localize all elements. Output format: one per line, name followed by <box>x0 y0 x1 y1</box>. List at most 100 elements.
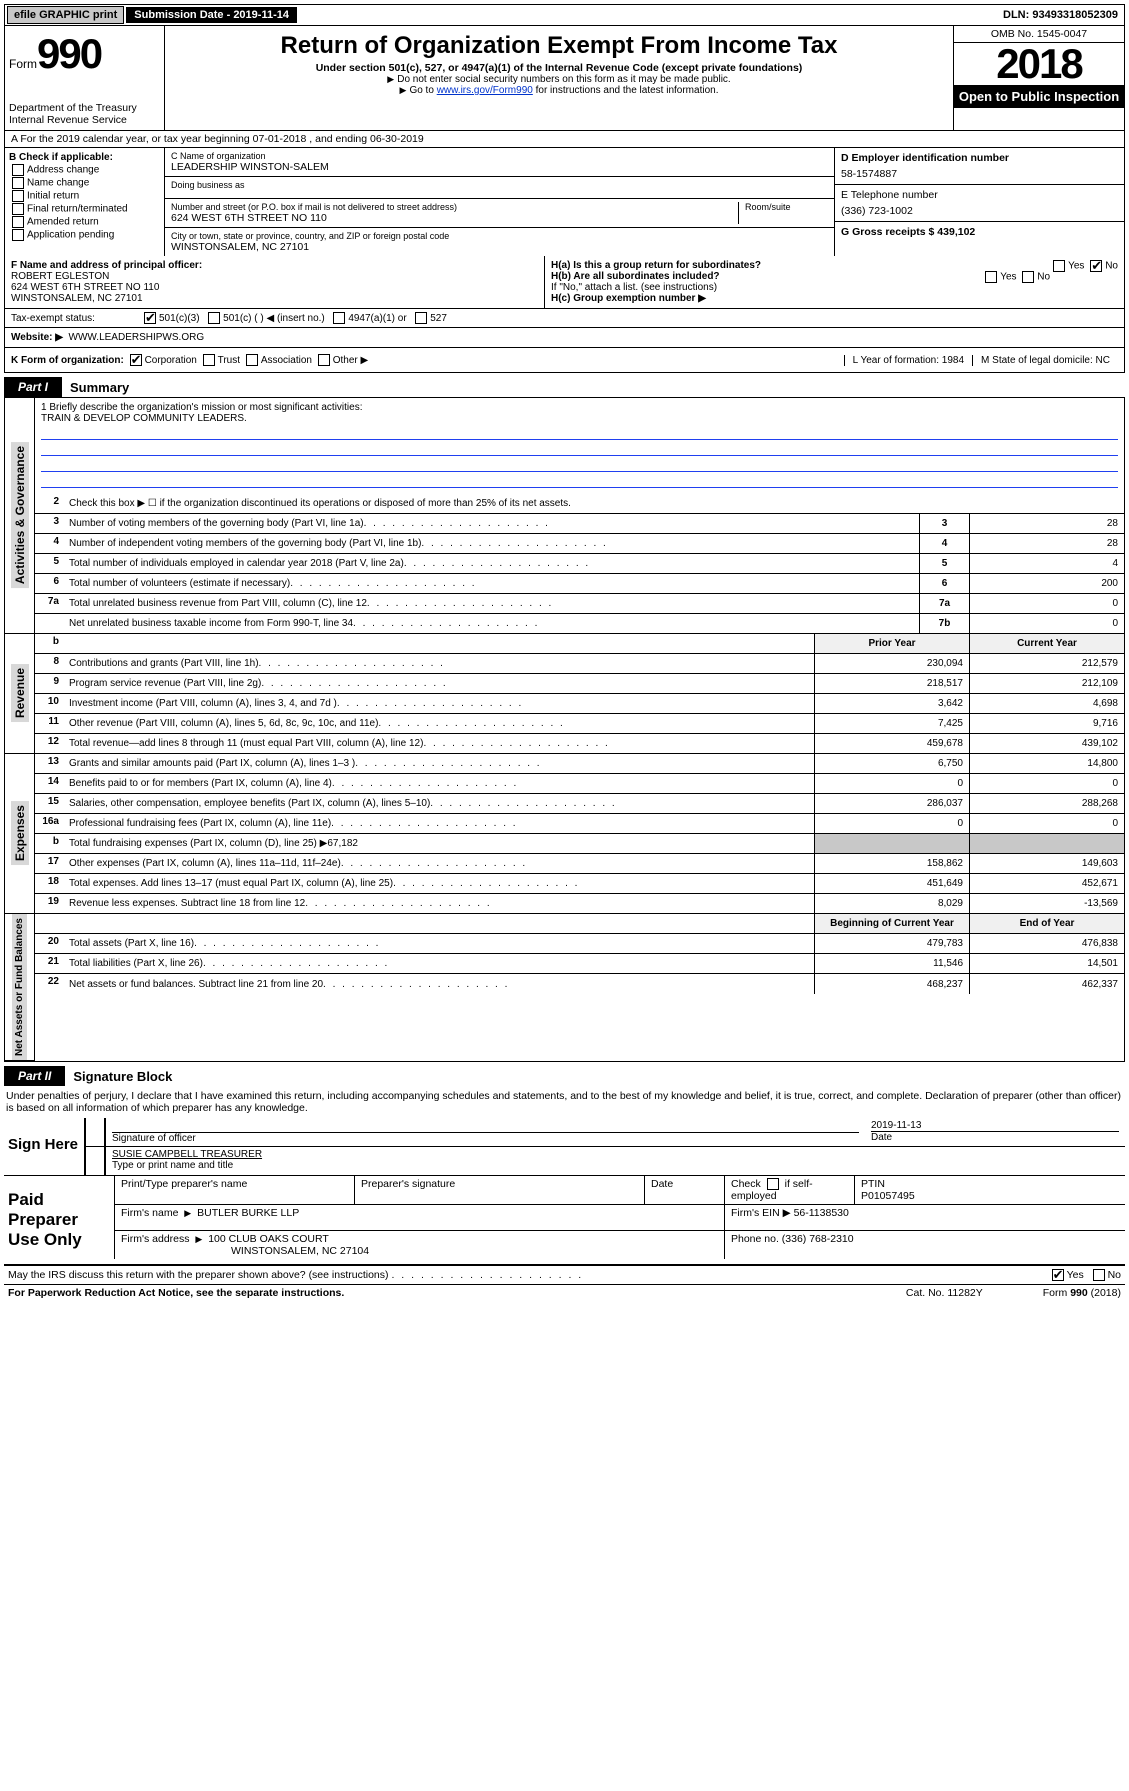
efile-button[interactable]: efile GRAPHIC print <box>7 6 124 24</box>
row-tax-exempt: Tax-exempt status: 501(c)(3) 501(c) ( ) … <box>4 309 1125 328</box>
lbl-city: City or town, state or province, country… <box>171 231 828 241</box>
sig-date: 2019-11-13 <box>871 1120 1119 1131</box>
dept-treasury: Department of the Treasury <box>9 102 160 114</box>
chk-application-pending[interactable]: Application pending <box>9 229 160 241</box>
vlabel-governance: Activities & Governance <box>11 442 29 588</box>
goto-note: Go to www.irs.gov/Form990 for instructio… <box>169 85 949 96</box>
section-governance: Activities & Governance 1 Briefly descri… <box>4 397 1125 634</box>
exp-line-b: Total fundraising expenses (Part IX, col… <box>65 834 814 853</box>
sign-block: Sign Here Signature of officer 2019-11-1… <box>4 1118 1125 1176</box>
gov-val-5: 4 <box>969 554 1124 573</box>
org-name: LEADERSHIP WINSTON-SALEM <box>171 161 828 173</box>
gov-line-7a: Total unrelated business revenue from Pa… <box>65 594 919 613</box>
firm-ein: Firm's EIN ▶ 56-1138530 <box>725 1205 1125 1230</box>
exp-prior-13: 6,750 <box>814 754 969 773</box>
opt-trust: Trust <box>218 355 240 366</box>
discuss-row: May the IRS discuss this return with the… <box>4 1266 1125 1284</box>
sig-officer-lbl: Signature of officer <box>112 1132 859 1144</box>
lbl-tax-status: Tax-exempt status: <box>11 313 141 324</box>
gov-line-7b: Net unrelated business taxable income fr… <box>65 614 919 633</box>
exp-curr-b <box>969 834 1124 853</box>
lbl-phone: E Telephone number <box>841 189 1118 201</box>
rev-curr-12: 439,102 <box>969 734 1124 753</box>
row-a-taxyear: A For the 2019 calendar year, or tax yea… <box>4 131 1125 148</box>
ssn-note: Do not enter social security numbers on … <box>169 74 949 85</box>
gov-val-3: 28 <box>969 514 1124 533</box>
rev-prior-12: 459,678 <box>814 734 969 753</box>
chk-trust[interactable] <box>203 354 215 366</box>
gov-val-4: 28 <box>969 534 1124 553</box>
discuss-yes[interactable] <box>1052 1269 1064 1281</box>
chk-other[interactable] <box>318 354 330 366</box>
part2-title: Signature Block <box>73 1069 172 1084</box>
chk-name-change[interactable]: Name change <box>9 177 160 189</box>
part1-tag: Part I <box>4 377 62 397</box>
firm-addr2: WINSTONSALEM, NC 27104 <box>121 1245 718 1257</box>
part2-tag: Part II <box>4 1066 65 1086</box>
net-line-22: Net assets or fund balances. Subtract li… <box>65 974 814 994</box>
chk-final-return[interactable]: Final return/terminated <box>9 203 160 215</box>
h-b2: If "No," attach a list. (see instruction… <box>551 282 1118 293</box>
chk-501c[interactable] <box>208 312 220 324</box>
discuss-no[interactable] <box>1093 1269 1105 1281</box>
tax-year: 2018 <box>954 43 1124 85</box>
part1-header: Part I Summary <box>4 377 1125 397</box>
vlabel-expenses: Expenses <box>11 801 29 865</box>
lbl-org-name: C Name of organization <box>171 151 828 161</box>
firm-name: BUTLER BURKE LLP <box>197 1207 299 1219</box>
goto-post: for instructions and the latest informat… <box>533 85 719 96</box>
mission-text: TRAIN & DEVELOP COMMUNITY LEADERS. <box>41 413 1118 424</box>
row-k: K Form of organization: Corporation Trus… <box>4 348 1125 373</box>
chk-527[interactable] <box>415 312 427 324</box>
form-990: 990 <box>37 30 101 77</box>
chk-4947[interactable] <box>333 312 345 324</box>
gov-val-7a: 0 <box>969 594 1124 613</box>
chk-assoc[interactable] <box>246 354 258 366</box>
col-prior: Prior Year <box>814 634 969 653</box>
opt-501c3: 501(c)(3) <box>159 313 200 324</box>
lbl-street: Number and street (or P.O. box if mail i… <box>171 202 738 212</box>
page-footer: For Paperwork Reduction Act Notice, see … <box>4 1284 1125 1301</box>
opt-assoc: Association <box>261 355 312 366</box>
rev-prior-11: 7,425 <box>814 714 969 733</box>
chk-address-change[interactable]: Address change <box>9 164 160 176</box>
vlabel-netassets: Net Assets or Fund Balances <box>12 914 27 1060</box>
rev-curr-11: 9,716 <box>969 714 1124 733</box>
chk-corp[interactable] <box>130 354 142 366</box>
h-b: H(b) Are all subordinates included? Yes … <box>551 271 1118 282</box>
net-prior-21: 11,546 <box>814 954 969 973</box>
preparer-date-lbl: Date <box>645 1176 725 1204</box>
city-state-zip: WINSTONSALEM, NC 27101 <box>171 241 828 253</box>
chk-initial-return[interactable]: Initial return <box>9 190 160 202</box>
exp-line-19: Revenue less expenses. Subtract line 18 … <box>65 894 814 913</box>
rev-line-12: Total revenue—add lines 8 through 11 (mu… <box>65 734 814 753</box>
form990-link[interactable]: www.irs.gov/Form990 <box>437 85 533 96</box>
gov-line-3: Number of voting members of the governin… <box>65 514 919 533</box>
net-prior-22: 468,237 <box>814 974 969 994</box>
part1-title: Summary <box>70 380 129 395</box>
chk-501c3[interactable] <box>144 312 156 324</box>
chk-amended[interactable]: Amended return <box>9 216 160 228</box>
preparer-name-lbl: Print/Type preparer's name <box>115 1176 355 1204</box>
rev-curr-8: 212,579 <box>969 654 1124 673</box>
gov-val-7b: 0 <box>969 614 1124 633</box>
row-website: Website: ▶ WWW.LEADERSHIPWS.ORG <box>4 328 1125 348</box>
submission-date: Submission Date - 2019-11-14 <box>126 7 297 23</box>
net-line-20: Total assets (Part X, line 16) <box>65 934 814 953</box>
exp-line-13: Grants and similar amounts paid (Part IX… <box>65 754 814 773</box>
net-curr-21: 14,501 <box>969 954 1124 973</box>
part2-header: Part II Signature Block <box>4 1066 1125 1086</box>
opt-other: Other ▶ <box>333 355 368 366</box>
form-prefix: Form <box>9 57 37 71</box>
rev-line-10: Investment income (Part VIII, column (A)… <box>65 694 814 713</box>
paperwork-notice: For Paperwork Reduction Act Notice, see … <box>8 1287 344 1299</box>
rev-curr-9: 212,109 <box>969 674 1124 693</box>
lbl-suite: Room/suite <box>745 202 828 212</box>
lbl-website: Website: ▶ <box>11 332 63 343</box>
firm-addr-lbl: Firm's address <box>121 1233 190 1245</box>
rev-line-8: Contributions and grants (Part VIII, lin… <box>65 654 814 673</box>
exp-line-15: Salaries, other compensation, employee b… <box>65 794 814 813</box>
exp-prior-15: 286,037 <box>814 794 969 813</box>
exp-curr-13: 14,800 <box>969 754 1124 773</box>
section-expenses: Expenses 13Grants and similar amounts pa… <box>4 754 1125 914</box>
